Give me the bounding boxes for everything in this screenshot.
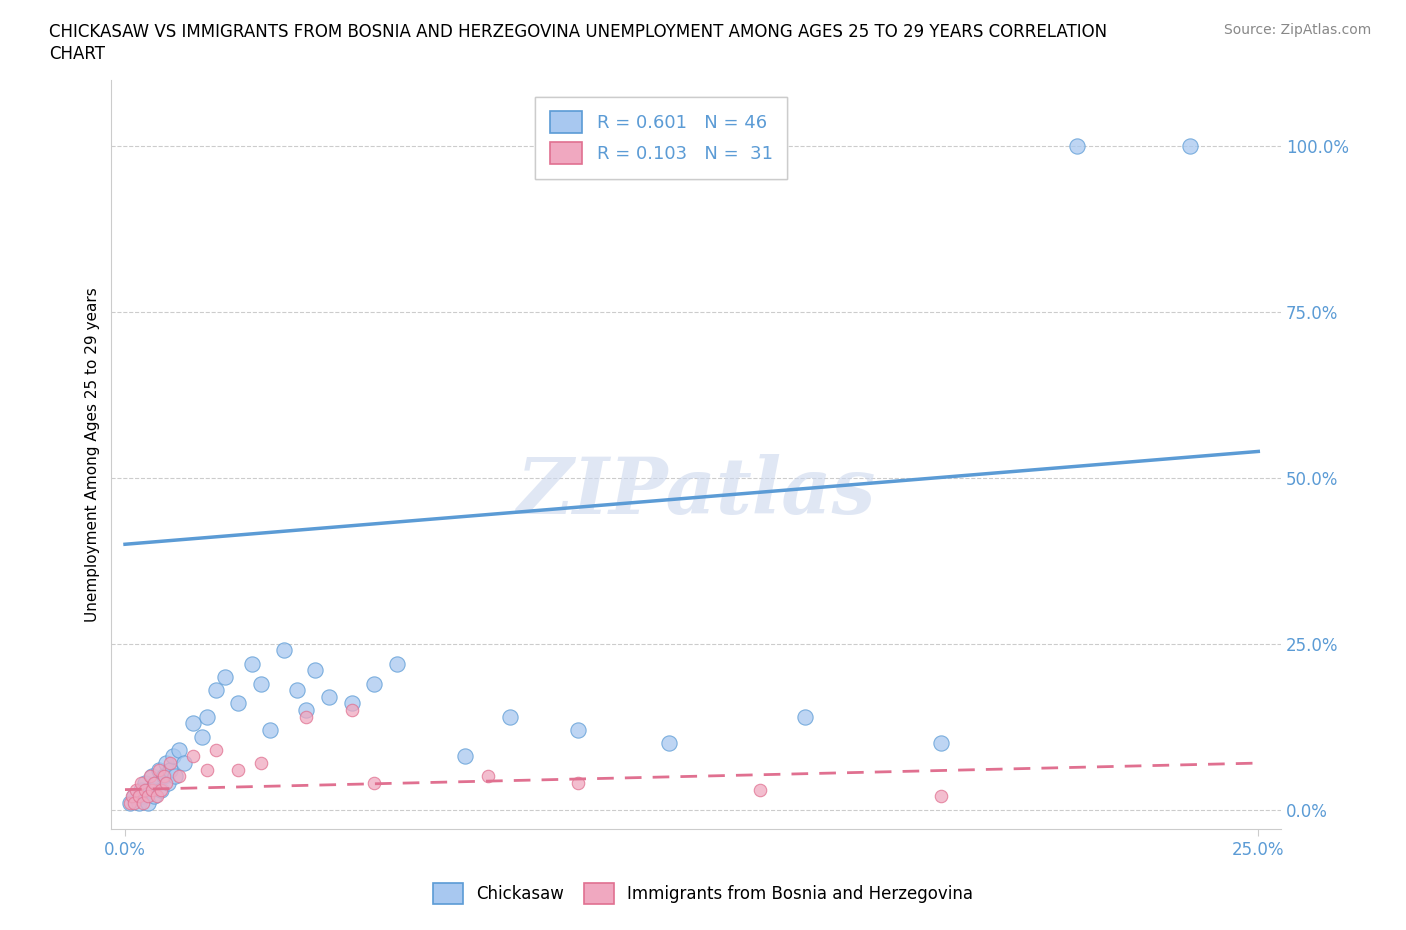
Text: Source: ZipAtlas.com: Source: ZipAtlas.com: [1223, 23, 1371, 37]
Legend: Chickasaw, Immigrants from Bosnia and Herzegovina: Chickasaw, Immigrants from Bosnia and He…: [419, 870, 987, 917]
Text: ZIPatlas: ZIPatlas: [516, 454, 876, 530]
Y-axis label: Unemployment Among Ages 25 to 29 years: Unemployment Among Ages 25 to 29 years: [86, 287, 100, 622]
Text: CHICKASAW VS IMMIGRANTS FROM BOSNIA AND HERZEGOVINA UNEMPLOYMENT AMONG AGES 25 T: CHICKASAW VS IMMIGRANTS FROM BOSNIA AND …: [49, 23, 1108, 41]
Text: CHART: CHART: [49, 45, 105, 62]
Legend: R = 0.601   N = 46, R = 0.103   N =  31: R = 0.601 N = 46, R = 0.103 N = 31: [536, 97, 787, 179]
